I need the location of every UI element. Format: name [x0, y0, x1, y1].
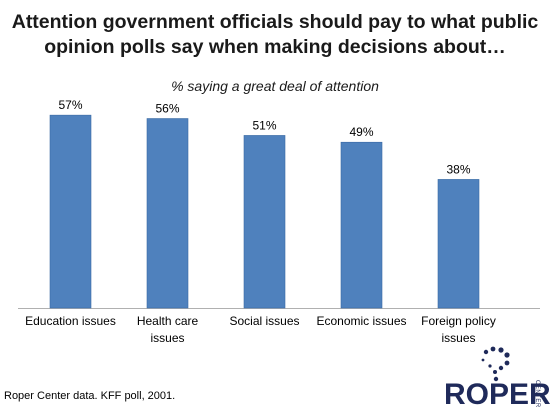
chart-title: Attention government officials should pa…	[0, 10, 550, 60]
logo-subword: CENTER	[534, 380, 540, 408]
category-label-2: Social issues	[229, 314, 299, 328]
data-label-0: 57%	[58, 98, 82, 112]
roper-logo: ROPER CENTER	[440, 344, 550, 411]
data-label-3: 49%	[349, 125, 373, 139]
bar-0	[49, 114, 92, 309]
source-note: Roper Center data. KFF poll, 2001.	[4, 390, 176, 402]
bar-1	[146, 118, 189, 309]
bar-3	[340, 141, 383, 309]
category-label-1: Health care issues	[137, 314, 199, 345]
title-line-1: Attention government officials should pa…	[11, 11, 539, 33]
title-line-2: opinion polls say when making decisions …	[44, 36, 506, 58]
category-label-0: Education issues	[25, 314, 116, 328]
data-label-4: 38%	[446, 162, 470, 176]
logo-dots-icon	[481, 346, 510, 382]
category-label-3: Economic issues	[316, 314, 406, 328]
bar-4	[437, 179, 480, 309]
logo-word: ROPER	[444, 378, 550, 411]
data-label-2: 51%	[252, 118, 276, 132]
chart-subtitle: % saying a great deal of attention	[171, 78, 379, 94]
category-label-4: Foreign policy issues	[421, 314, 496, 345]
data-label-1: 56%	[155, 102, 179, 116]
bar-2	[243, 135, 286, 309]
